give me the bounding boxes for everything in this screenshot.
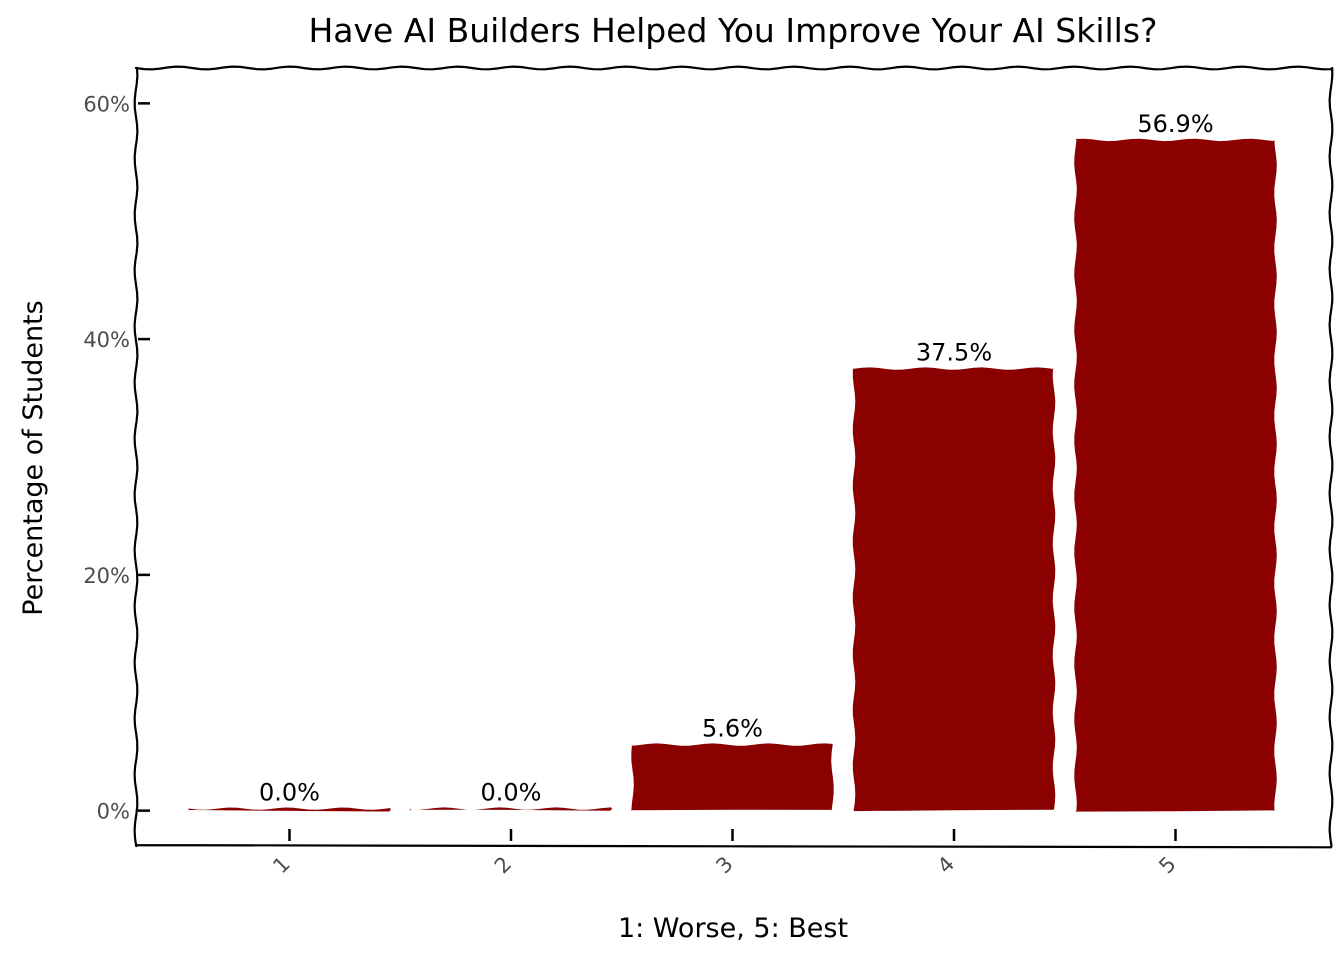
y-tick-label: 0% — [97, 800, 130, 824]
x-tick-label: 1 — [268, 852, 294, 878]
x-axis-label: 1: Worse, 5: Best — [618, 913, 848, 944]
x-axis: 1 2 3 4 5 — [268, 829, 1181, 878]
chart-title: Have AI Builders Helped You Improve Your… — [308, 11, 1157, 50]
bar-value-label: 56.9% — [1137, 110, 1213, 138]
bar-1 — [188, 807, 391, 812]
y-axis-label: Percentage of Students — [18, 300, 49, 615]
bar-value-label: 0.0% — [481, 779, 542, 807]
y-tick-label: 40% — [83, 328, 130, 352]
bar-value-label: 0.0% — [259, 779, 320, 807]
bar-3 — [631, 743, 834, 811]
x-tick-label: 5 — [1154, 852, 1180, 878]
bar-value-label: 5.6% — [702, 715, 763, 743]
x-tick-label: 3 — [711, 852, 737, 878]
y-tick-label: 20% — [83, 564, 130, 588]
data-labels: 0.0% 0.0% 5.6% 37.5% 56.9% — [259, 110, 1214, 807]
y-axis: 0% 20% 40% 60% — [83, 92, 150, 824]
x-tick-label: 2 — [490, 852, 516, 878]
bars — [188, 138, 1277, 812]
bar-value-label: 37.5% — [916, 339, 992, 367]
bar-5 — [1074, 138, 1277, 812]
x-tick-label: 4 — [933, 852, 959, 878]
bar-2 — [409, 807, 613, 811]
y-tick-label: 60% — [83, 92, 130, 116]
plot-frame — [133, 65, 1334, 849]
bar-4 — [852, 367, 1056, 812]
